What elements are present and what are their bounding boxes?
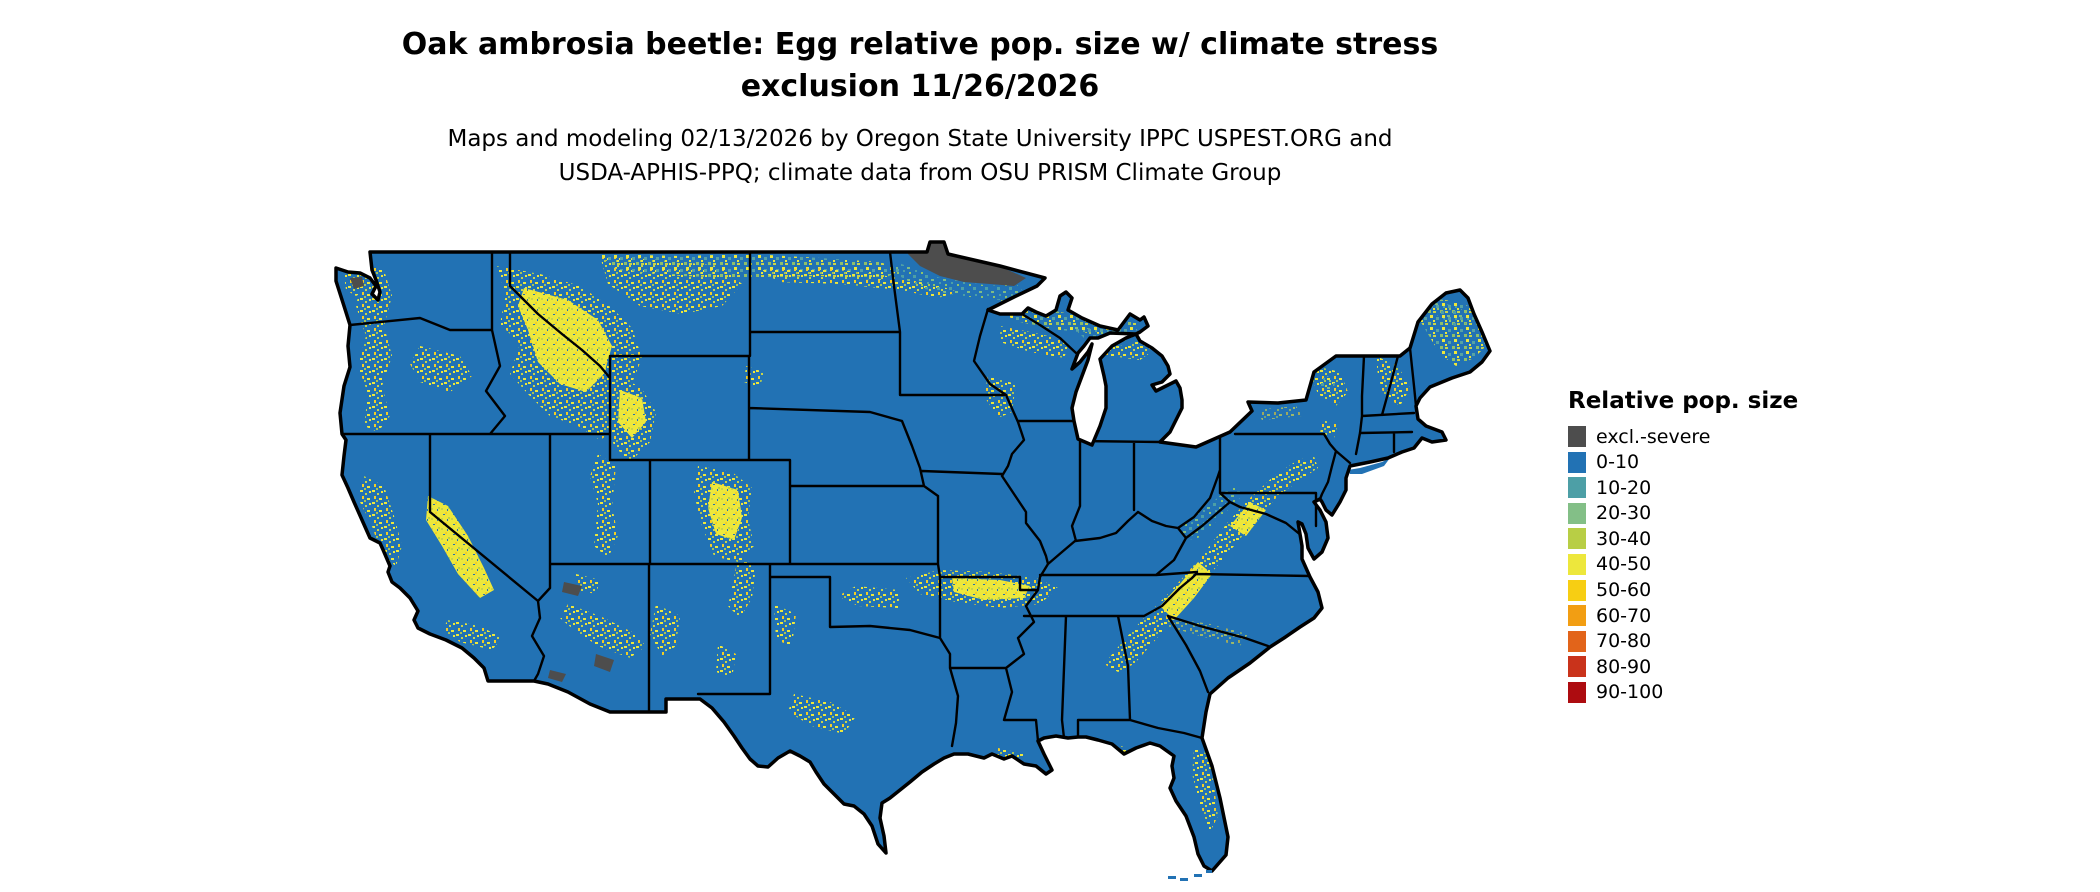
- legend-swatch: [1568, 502, 1586, 524]
- legend-label: excl.-severe: [1596, 425, 1711, 448]
- us-map-image: [334, 240, 1492, 881]
- legend-item: 30-40: [1568, 527, 1828, 550]
- legend-swatch: [1568, 605, 1586, 627]
- exclusion-minnesota: [906, 242, 1026, 286]
- legend-swatch: [1568, 553, 1586, 575]
- legend-item: 90-100: [1568, 681, 1828, 704]
- page-subtitle-line1: Maps and modeling 02/13/2026 by Oregon S…: [447, 126, 1393, 152]
- legend-label: 0-10: [1596, 451, 1640, 474]
- legend-label: 10-20: [1596, 476, 1652, 499]
- legend-item: 10-20: [1568, 476, 1828, 499]
- legend-label: 50-60: [1596, 579, 1652, 602]
- legend-title: Relative pop. size: [1568, 388, 1799, 414]
- exclusion-areas: [350, 242, 1026, 682]
- legend-swatch: [1568, 579, 1586, 601]
- legend-item: 40-50: [1568, 553, 1828, 576]
- legend-label: 20-30: [1596, 502, 1652, 525]
- speckle-overlays: [344, 254, 1486, 846]
- page-title: Oak ambrosia beetle: Egg relative pop. s…: [0, 24, 1840, 108]
- map-figure: [300, 226, 1540, 886]
- legend: Relative pop. size excl.-severe 0-10 10-…: [1568, 388, 1828, 708]
- legend-item: 20-30: [1568, 502, 1828, 525]
- legend-swatch: [1568, 656, 1586, 678]
- state-borders: [340, 250, 1418, 748]
- long-island: [1348, 458, 1390, 474]
- page-subtitle: Maps and modeling 02/13/2026 by Oregon S…: [0, 122, 1840, 190]
- legend-swatch: [1568, 681, 1586, 703]
- legend-label: 30-40: [1596, 527, 1652, 550]
- legend-label: 40-50: [1596, 553, 1652, 576]
- legend-label: 60-70: [1596, 604, 1652, 627]
- legend-swatch: [1568, 451, 1586, 473]
- legend-swatch: [1568, 528, 1586, 550]
- legend-item: 60-70: [1568, 604, 1828, 627]
- legend-item: 50-60: [1568, 579, 1828, 602]
- exclusion-arizona-3: [548, 670, 566, 682]
- legend-swatch: [1568, 477, 1586, 499]
- legend-item: 0-10: [1568, 451, 1828, 474]
- florida-keys: [1168, 870, 1212, 881]
- legend-swatch: [1568, 426, 1586, 447]
- legend-item: 70-80: [1568, 630, 1828, 653]
- legend-label: 70-80: [1596, 630, 1652, 653]
- page-title-line1: Oak ambrosia beetle: Egg relative pop. s…: [401, 27, 1439, 62]
- exclusion-arizona-2: [594, 654, 614, 672]
- legend-label: 90-100: [1596, 681, 1664, 704]
- us-outline: [334, 240, 1492, 873]
- page-title-line2: exclusion 11/26/2026: [740, 69, 1100, 104]
- legend-swatch: [1568, 630, 1586, 652]
- exclusion-olympics: [350, 277, 364, 289]
- page-subtitle-line2: USDA-APHIS-PPQ; climate data from OSU PR…: [558, 160, 1282, 186]
- legend-item: 80-90: [1568, 655, 1828, 678]
- legend-item: excl.-severe: [1568, 425, 1828, 448]
- exclusion-arizona-1: [562, 582, 582, 596]
- legend-label: 80-90: [1596, 655, 1652, 678]
